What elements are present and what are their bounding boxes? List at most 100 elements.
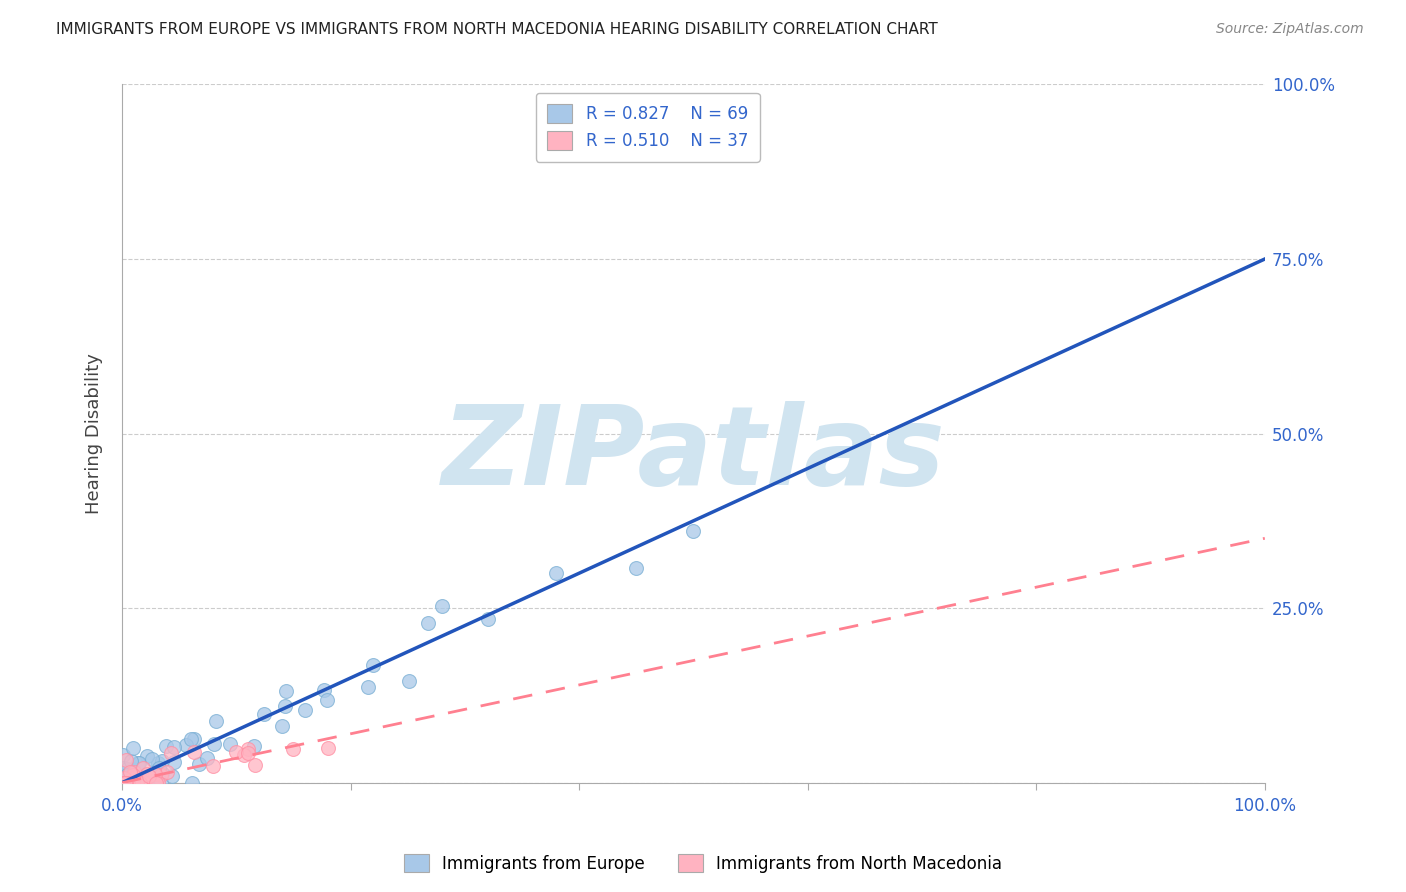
Point — [112, 775, 135, 789]
Point — [155, 739, 177, 754]
Point — [131, 761, 153, 775]
Point — [117, 775, 139, 789]
Point — [416, 616, 439, 631]
Point — [121, 768, 143, 782]
Point — [150, 754, 173, 768]
Point — [134, 775, 156, 789]
Point — [176, 739, 198, 753]
Point — [120, 764, 142, 779]
Point — [114, 775, 136, 789]
Point — [128, 756, 150, 771]
Point — [129, 775, 152, 789]
Point — [132, 775, 155, 789]
Point — [134, 775, 156, 789]
Point — [219, 738, 242, 752]
Point — [118, 771, 141, 785]
Point — [202, 737, 225, 751]
Point — [430, 599, 453, 613]
Point — [283, 742, 305, 756]
Point — [121, 763, 143, 777]
Point — [149, 768, 172, 782]
Point — [626, 560, 648, 574]
Point — [117, 768, 139, 782]
Point — [138, 769, 160, 783]
Point — [274, 698, 297, 713]
Point — [112, 771, 135, 785]
Point — [242, 739, 264, 754]
Point — [121, 772, 143, 786]
Point — [181, 775, 204, 789]
Point — [163, 740, 186, 755]
Point — [114, 775, 136, 789]
Point — [143, 766, 166, 780]
Point — [245, 758, 267, 772]
Point — [121, 775, 143, 789]
Point — [477, 612, 499, 626]
Point — [315, 693, 337, 707]
Point — [128, 775, 150, 789]
Point — [128, 769, 150, 783]
Point — [314, 683, 336, 698]
Point — [115, 775, 138, 789]
Legend: R = 0.827    N = 69, R = 0.510    N = 37: R = 0.827 N = 69, R = 0.510 N = 37 — [536, 93, 759, 161]
Point — [294, 703, 316, 717]
Point — [546, 566, 568, 581]
Point — [122, 775, 145, 789]
Point — [276, 683, 298, 698]
Point — [238, 747, 260, 761]
Point — [122, 762, 145, 776]
Point — [125, 773, 148, 788]
Point — [271, 719, 294, 733]
Point — [141, 751, 163, 765]
Point — [183, 731, 205, 746]
Point — [112, 747, 135, 762]
Point — [187, 757, 209, 772]
Point — [120, 754, 142, 768]
Point — [134, 775, 156, 789]
Point — [124, 770, 146, 784]
Point — [357, 680, 380, 694]
Text: IMMIGRANTS FROM EUROPE VS IMMIGRANTS FROM NORTH MACEDONIA HEARING DISABILITY COR: IMMIGRANTS FROM EUROPE VS IMMIGRANTS FRO… — [56, 22, 938, 37]
Point — [253, 707, 276, 722]
Point — [114, 775, 136, 789]
Point — [363, 657, 385, 672]
Point — [112, 773, 135, 788]
Point — [156, 765, 179, 780]
Text: ZIPatlas: ZIPatlas — [441, 401, 945, 508]
Point — [146, 770, 169, 784]
Point — [150, 774, 173, 789]
Point — [146, 775, 169, 789]
Point — [124, 775, 146, 789]
Point — [398, 674, 420, 689]
Point — [132, 775, 155, 789]
Point — [180, 732, 202, 747]
Point — [112, 775, 135, 789]
Point — [115, 762, 138, 776]
Point — [232, 747, 254, 762]
Point — [121, 740, 143, 755]
Point — [160, 769, 183, 783]
Point — [205, 714, 228, 729]
Point — [117, 775, 139, 789]
Point — [148, 762, 170, 776]
Point — [150, 766, 173, 780]
Point — [195, 750, 218, 764]
Legend: Immigrants from Europe, Immigrants from North Macedonia: Immigrants from Europe, Immigrants from … — [396, 847, 1010, 880]
Point — [115, 754, 138, 768]
Point — [238, 742, 260, 756]
Point — [112, 775, 135, 789]
Point — [682, 524, 704, 538]
Point — [225, 745, 247, 759]
Point — [136, 749, 159, 764]
Point — [202, 759, 225, 773]
Point — [136, 767, 159, 781]
Point — [122, 765, 145, 780]
Point — [127, 756, 149, 771]
Y-axis label: Hearing Disability: Hearing Disability — [86, 353, 103, 514]
Point — [125, 775, 148, 789]
Point — [145, 775, 167, 789]
Point — [127, 771, 149, 785]
Point — [183, 745, 205, 759]
Point — [112, 775, 135, 789]
Point — [125, 775, 148, 789]
